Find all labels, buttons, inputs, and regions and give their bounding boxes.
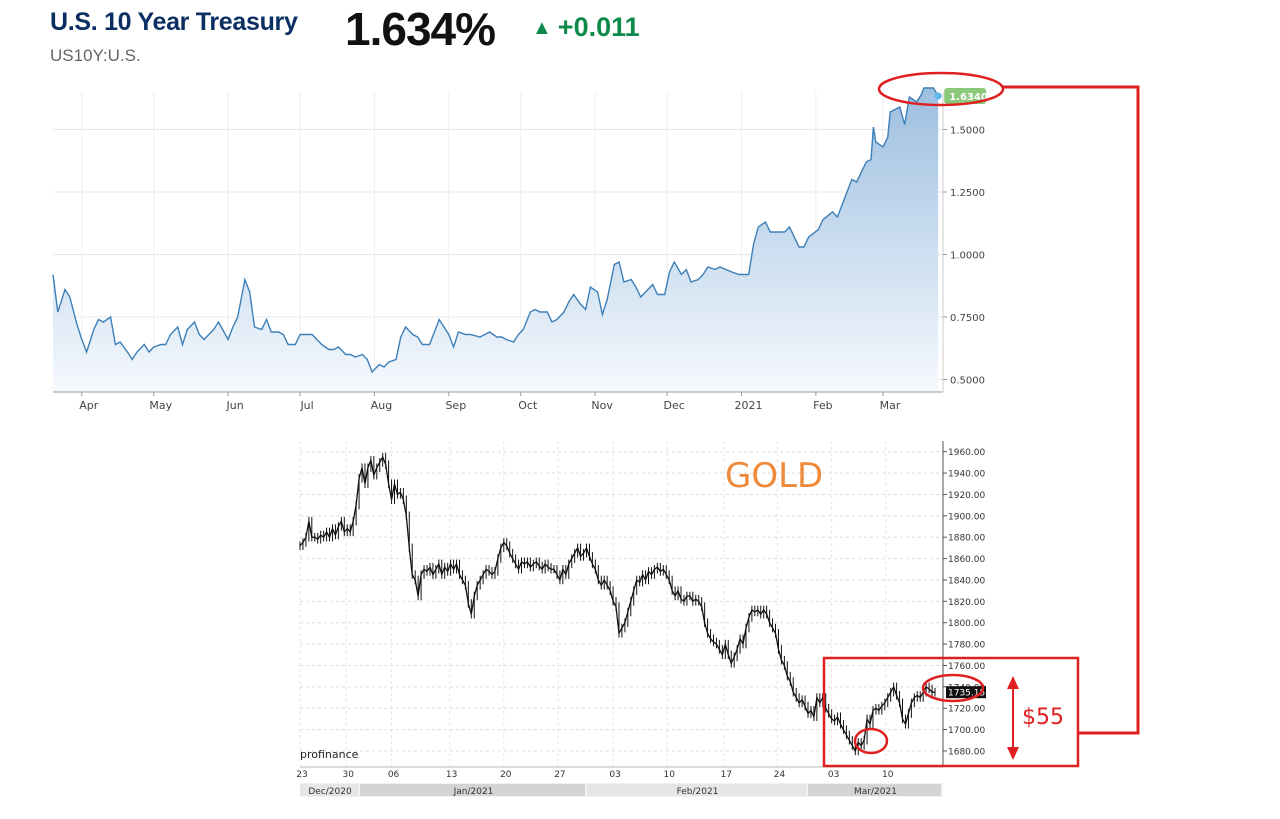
gold-month-label: Dec/2020: [308, 787, 352, 797]
gold-last-highlight-ellipse: [921, 673, 985, 703]
gold-month-segment: [587, 784, 806, 796]
range-arrow-icon: [1007, 676, 1019, 760]
gold-y-tick-label: 1700.00: [948, 726, 985, 736]
treasury-x-tick-label: Aug: [371, 399, 392, 412]
treasury-last-value: 1.6340: [934, 88, 988, 104]
treasury-x-tick-label: Jun: [226, 399, 244, 412]
treasury-last-label: 1.6340: [949, 92, 988, 103]
gold-y-tick-label: 1720.00: [948, 705, 985, 715]
price-change-value: +0.011: [557, 12, 640, 42]
gold-y-tick-label: 1960.00: [948, 448, 985, 458]
treasury-y-tick-label: 1.5000: [950, 126, 985, 137]
gold-month-segment: [808, 784, 941, 796]
gold-x-tick-label: 03: [828, 770, 839, 780]
gold-x-tick-label: 10: [663, 770, 675, 780]
treasury-y-tick-label: 0.7500: [950, 313, 985, 324]
treasury-x-tick-label: Mar: [880, 399, 901, 412]
gold-price-bars: [299, 452, 936, 756]
gold-y-tick-label: 1940.00: [948, 470, 985, 480]
treasury-x-ticks: Apr May Jun Jul Aug Sep Oct Nov Dec 2021 Feb Mar: [79, 392, 901, 412]
treasury-y-ticks: 0.5000 0.7500 1.0000 1.2500 1.5000: [943, 126, 985, 387]
gold-low-highlight-ellipse: [853, 727, 889, 755]
gold-y-tick-label: 1920.00: [948, 491, 985, 501]
treasury-x-tick-label: Nov: [591, 399, 613, 412]
gold-x-tick-label: 27: [554, 770, 565, 780]
treasury-last-point: [934, 92, 942, 100]
gold-gridlines: [299, 441, 943, 767]
gold-price-line: [299, 455, 935, 753]
gold-y-tick-label: 1900.00: [948, 512, 985, 522]
gold-x-tick-label: 24: [774, 770, 786, 780]
gold-chart: 1960.00 1940.00 1920.00 1900.00 1880.00 1860.…: [296, 441, 1080, 797]
price-change: ▲ +0.011: [532, 12, 640, 43]
gold-annotation: GOLD: [725, 456, 823, 496]
gold-x-tick-label: 17: [721, 770, 732, 780]
gold-x-tick-label: 06: [388, 770, 400, 780]
gold-y-ticks: 1960.00 1940.00 1920.00 1900.00 1880.00 1860.…: [943, 448, 985, 757]
gold-x-tick-label: 13: [446, 770, 457, 780]
gold-x-ticks: 23 30 06 13 20 27 03 10 17 24 03 10: [296, 770, 894, 780]
up-arrow-icon: ▲: [532, 17, 552, 39]
treasury-y-tick-label: 1.0000: [950, 251, 985, 262]
gold-x-tick-label: 20: [500, 770, 512, 780]
gold-y-tick-label: 1840.00: [948, 576, 985, 586]
security-symbol: US10Y:U.S.: [50, 46, 141, 65]
gold-x-tick-label: 10: [882, 770, 894, 780]
treasury-x-tick-label: Jul: [299, 399, 313, 412]
gold-y-tick-label: 1860.00: [948, 555, 985, 565]
gold-y-tick-label: 1820.00: [948, 598, 985, 608]
connector-line: [1003, 85, 1140, 735]
treasury-y-tick-label: 1.2500: [950, 188, 985, 199]
gold-range-label: $55: [1022, 705, 1064, 730]
gold-y-tick-label: 1780.00: [948, 641, 985, 651]
gold-month-bar: Dec/2020 Jan/2021 Feb/2021 Mar/2021: [300, 783, 943, 797]
gold-month-segment: [360, 784, 585, 796]
gold-x-tick-label: 23: [296, 770, 307, 780]
gold-y-tick-label: 1800.00: [948, 619, 985, 629]
gold-month-label: Mar/2021: [854, 787, 897, 797]
gold-range-box: [822, 656, 1080, 768]
gold-last-label: 1735.15: [948, 689, 985, 699]
treasury-x-tick-label: Oct: [518, 399, 538, 412]
gold-y-tick-label: 1760.00: [948, 662, 985, 672]
gold-brand-label: profinance: [300, 748, 359, 761]
treasury-x-tick-label: May: [149, 399, 172, 412]
gold-month-segment: [300, 784, 358, 796]
treasury-chart: 0.5000 0.7500 1.0000 1.2500 1.5000 Apr May Jun…: [52, 71, 1005, 412]
treasury-x-tick-label: 2021: [734, 399, 762, 412]
gold-y-tick-label: 1680.00: [948, 747, 985, 757]
gold-month-label: Jan/2021: [453, 787, 494, 797]
last-price: 1.634%: [345, 3, 496, 55]
treasury-x-tick-label: Feb: [813, 399, 832, 412]
treasury-last-label-bg: [944, 88, 987, 104]
treasury-line: [52, 87, 939, 374]
treasury-x-tick-label: Sep: [445, 399, 466, 412]
gold-month-label: Feb/2021: [677, 787, 719, 797]
gold-y-tick-label: 1880.00: [948, 534, 985, 544]
treasury-x-tick-label: Apr: [79, 399, 99, 412]
gold-x-tick-label: 30: [343, 770, 355, 780]
treasury-area: [53, 88, 939, 392]
treasury-y-tick-label: 0.5000: [950, 376, 985, 387]
treasury-x-tick-label: Dec: [663, 399, 684, 412]
treasury-highlight-ellipse: [877, 71, 1005, 107]
gold-x-tick-label: 03: [609, 770, 620, 780]
security-title: U.S. 10 Year Treasury: [50, 8, 298, 36]
